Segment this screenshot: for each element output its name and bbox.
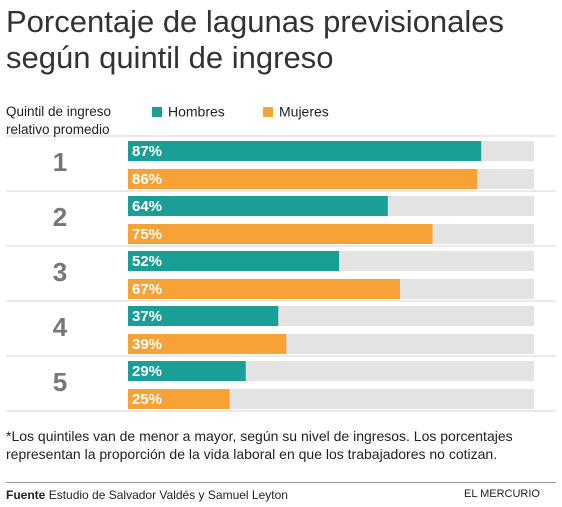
value-label: 37% bbox=[132, 308, 162, 325]
bar bbox=[128, 169, 478, 189]
category-label: 5 bbox=[53, 367, 67, 397]
value-label: 75% bbox=[132, 226, 162, 243]
legend-swatch bbox=[263, 107, 273, 117]
divider bbox=[6, 482, 556, 483]
value-label: 87% bbox=[132, 143, 162, 160]
bar bbox=[128, 279, 401, 299]
bar bbox=[128, 196, 388, 216]
value-label: 25% bbox=[132, 391, 162, 408]
source: Fuente Estudio de Salvador Valdés y Samu… bbox=[6, 488, 288, 502]
footnote: *Los quintiles van de menor a mayor, seg… bbox=[6, 428, 513, 462]
legend-swatch bbox=[152, 107, 162, 117]
bar bbox=[128, 251, 340, 271]
value-label: 39% bbox=[132, 336, 162, 353]
bar bbox=[128, 389, 230, 409]
value-label: 64% bbox=[132, 198, 162, 215]
source-label: Fuente bbox=[6, 488, 46, 502]
bar bbox=[128, 334, 287, 354]
legend-label: Hombres bbox=[168, 104, 225, 120]
source-text: Estudio de Salvador Valdés y Samuel Leyt… bbox=[48, 488, 288, 502]
axis-label: Quintil de ingreso relativo promedio bbox=[6, 104, 112, 137]
legend-label: Mujeres bbox=[279, 104, 329, 120]
category-label: 2 bbox=[53, 202, 67, 232]
value-label: 52% bbox=[132, 253, 162, 270]
bar bbox=[128, 306, 279, 326]
value-label: 29% bbox=[132, 363, 162, 380]
bar bbox=[128, 224, 433, 244]
chart-title: Porcentaje de lagunas previsionales segú… bbox=[6, 4, 505, 75]
bar bbox=[128, 141, 482, 161]
publisher: EL MERCURIO bbox=[464, 488, 540, 500]
category-label: 4 bbox=[53, 312, 68, 342]
value-label: 86% bbox=[132, 171, 162, 188]
bar bbox=[128, 361, 246, 381]
value-label: 67% bbox=[132, 281, 162, 298]
category-label: 1 bbox=[53, 147, 67, 177]
category-label: 3 bbox=[53, 257, 67, 287]
